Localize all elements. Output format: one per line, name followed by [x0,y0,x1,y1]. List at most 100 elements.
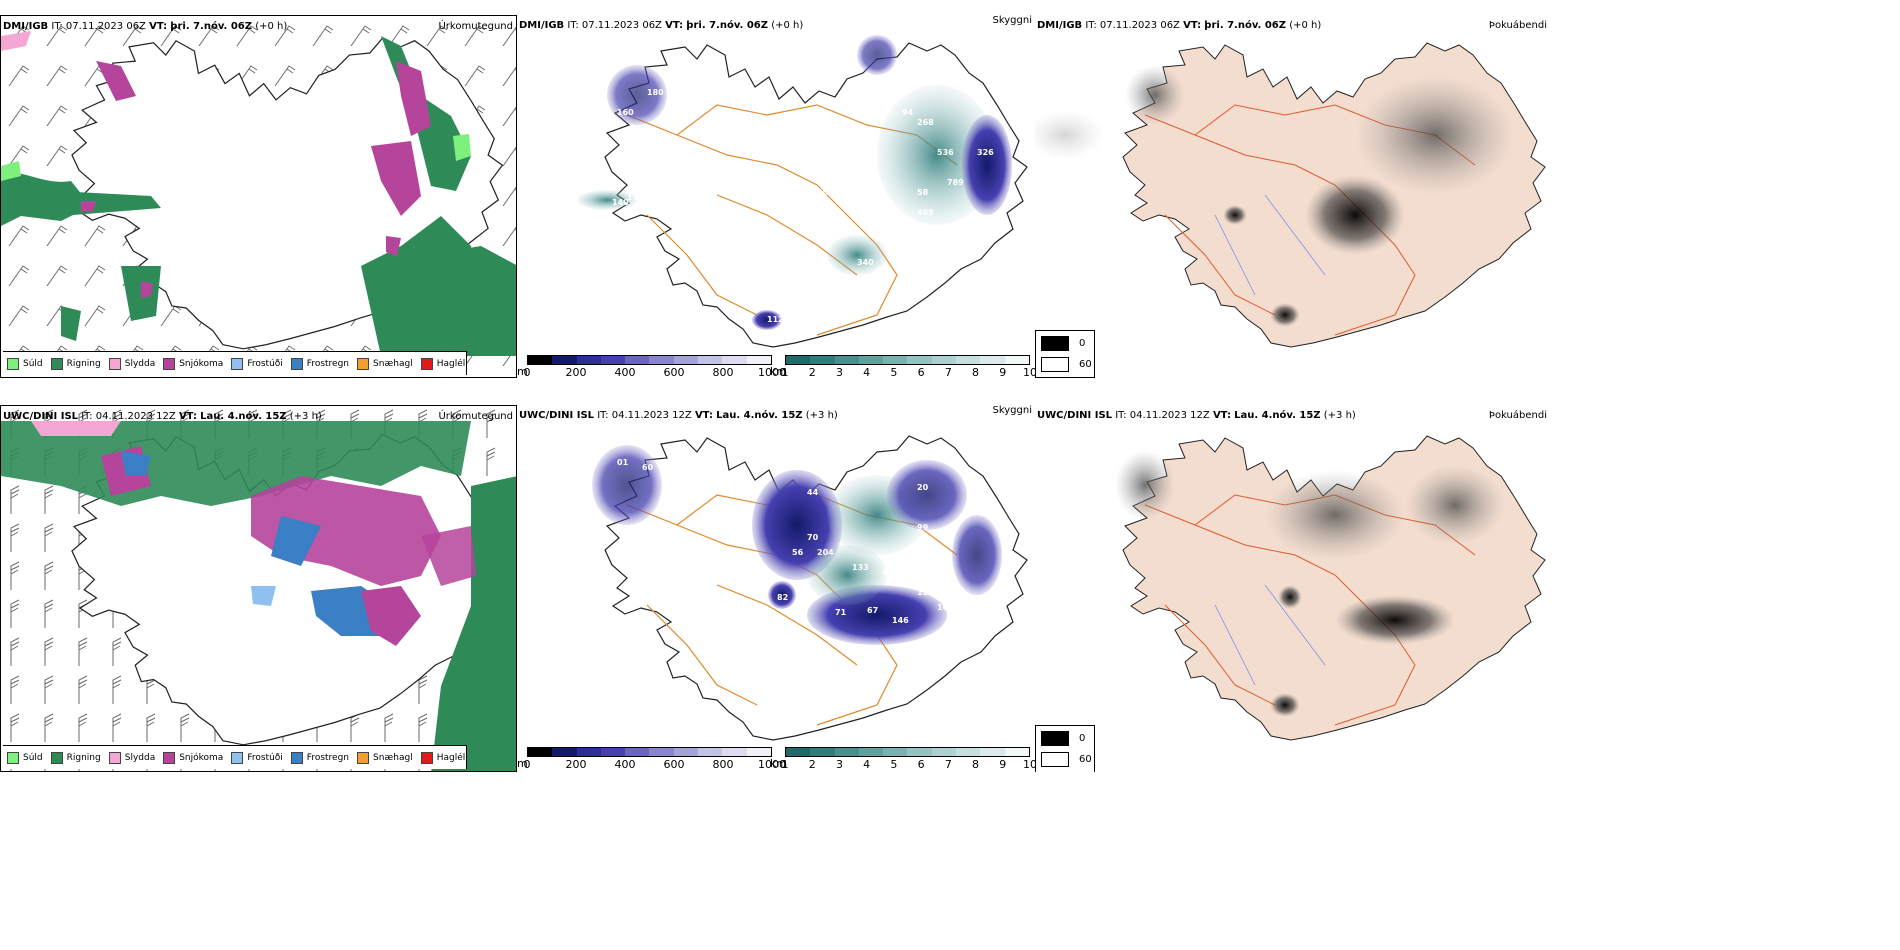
vis-label: 489 [917,208,934,217]
vis-label: 58 [917,188,929,197]
colorbar-bin [746,748,771,756]
legend-item: Frostregn [290,751,349,764]
visibility-colorbar: m 0 200 400 600 800 1000 km 1 2 3 4 5 6 7 8 9 10 [517,355,1035,378]
vis-label: 536 [937,148,954,157]
m-color-strip [527,355,772,365]
colorbar-tick: 8 [972,366,980,378]
legend-item: Súld [7,751,43,764]
precip-legend: Súld Rigning Slydda Snjókoma Frostúði Fr… [3,745,467,769]
legend-item: Rigning [50,751,101,764]
panel-name: Skyggni [992,405,1032,416]
colorbar-tick: 6 [917,758,925,771]
colorbar-tick: 800 [712,366,734,378]
m-ticks: 0 200 400 600 800 1000 [524,365,787,378]
vis-label: 758 [927,253,944,262]
visibility-colorbar: m 0 200 400 600 800 1000 km 1 2 3 4 5 6 7 8 9 10 [517,747,1035,772]
vis-label: 01 [617,458,629,467]
visibility-panel-bottom: 60 01 98 02 44 70 56 204 133 470 155 103… [517,405,1035,772]
panel-name: Skyggni [992,15,1032,26]
visibility-map-top: 140 173 553 299 180 160 94 268 536 326 7… [577,35,1028,348]
km-unit: km [770,365,788,378]
colorbar-bin [552,748,577,756]
km-unit: km [770,757,788,770]
legend-swatch [7,357,19,370]
vis-label: 142 [637,293,654,302]
legend-item: Snæhagl [357,357,413,370]
colorbar-tick: 5 [890,758,898,771]
colorbar-bin [834,748,859,756]
colorbar-bin [722,356,747,364]
precip-map-top [1,16,516,377]
vis-label: 789 [947,178,964,187]
vis-label: 103 [937,603,954,612]
legend-swatch [231,751,244,764]
colorbar-bin [746,356,771,364]
fog-legend: 0 60 [1035,330,1095,378]
colorbar-bin [649,356,674,364]
colorbar-bin [600,748,626,756]
vis-label: 268 [917,118,934,127]
colorbar-tick: 600 [663,758,685,771]
vis-label: 155 [917,588,934,597]
legend-swatch [7,751,19,764]
visibility-value-labels: 60 01 98 02 44 70 56 204 133 470 155 103… [617,458,954,712]
legend-swatch [108,751,121,764]
m-unit: m [517,365,528,378]
vis-label: 67 [867,606,878,615]
colorbar-bin [1004,356,1029,364]
vis-label: 326 [977,148,994,157]
vis-label: 20 [917,483,929,492]
colorbar-tick: 5 [890,366,898,378]
panel-title: DMI/IGB IT: 07.11.2023 06Z VT: þri. 7.nó… [519,20,804,31]
panel-title: DMI/IGB IT: 07.11.2023 06Z VT: þri. 7.nó… [1037,20,1322,31]
colorbar-tick: 7 [944,366,952,378]
legend-swatch [231,357,244,370]
legend-swatch [420,751,433,764]
km-color-strip [785,355,1030,365]
vis-label: 60 [642,463,654,472]
colorbar-bin [576,748,601,756]
legend-item: Frostregn [290,357,349,370]
panel-name: Úrkomutegund [438,21,513,32]
vis-label: 70 [807,533,819,542]
colorbar-bin [834,356,859,364]
vis-label: 160 [712,590,729,599]
fog-legend: 0 60 [1035,725,1095,772]
legend-item: Frostúði [231,357,283,370]
colorbar-bin [883,356,908,364]
legend-swatch [290,751,303,764]
colorbar-tick: 1 [781,758,789,771]
vis-label: 44 [807,488,819,497]
legend-swatch [1041,731,1069,746]
vis-label: 173 [627,193,644,202]
km-ticks: 1 2 3 4 5 6 7 8 9 10 [781,757,1036,771]
colorbar-bin [698,356,723,364]
colorbar-tick: 1000 [758,758,786,771]
colorbar-bin [980,748,1005,756]
vis-label: 94 [902,108,914,117]
legend-item: Snæhagl [357,751,413,764]
legend-item: Snjókoma [163,751,223,764]
legend-swatch [290,357,303,370]
colorbar-tick: 9 [999,758,1007,771]
colorbar-tick: 9 [999,366,1007,378]
fog-panel-bottom: UWC/DINI ISL IT: 04.11.2023 12Z VT: Lau.… [1035,405,1550,772]
colorbar-tick: 400 [614,758,636,771]
vis-label: 553 [667,198,684,207]
precip-panel-top: DMI/IGB IT: 07.11.2023 06Z VT: þri. 7.nó… [0,15,517,378]
vis-label: 146 [892,616,909,625]
legend-swatch [1041,336,1069,351]
panel-title: DMI/IGB IT: 07.11.2023 06Z VT: þri. 7.nó… [3,21,288,32]
vis-label: 340 [857,258,874,267]
fog-map-bottom [1115,435,1546,741]
colorbar-bin [907,748,932,756]
vis-label: 140 [612,198,629,207]
vis-label: 207 [877,468,894,477]
colorbar-tick: 8 [972,758,980,771]
vis-label: 299 [637,56,654,65]
vis-label: 202 [817,188,834,197]
colorbar-bin [858,748,884,756]
vis-label: 470 [882,568,899,577]
legend-swatch [357,751,370,764]
vis-label: 71 [835,608,847,617]
